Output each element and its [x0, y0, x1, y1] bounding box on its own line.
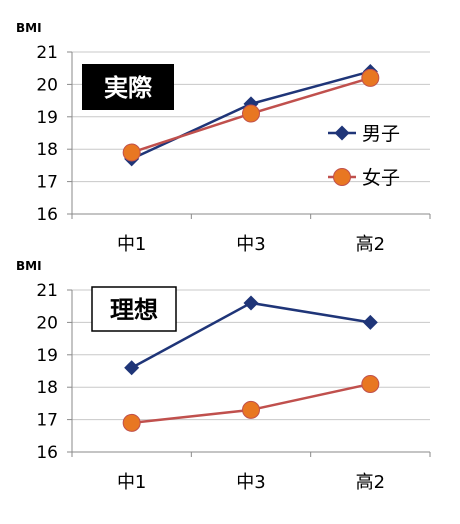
y-tick-label: 19: [36, 108, 58, 128]
legend-marker: [334, 125, 350, 141]
panel-title-box: 実際: [82, 64, 174, 110]
data-point: [124, 360, 140, 376]
legend-label: 男子: [362, 123, 400, 145]
y-tick-label: 21: [36, 281, 58, 301]
y-tick-label: 18: [36, 140, 58, 160]
legend-entry: 男子: [328, 123, 400, 145]
data-point: [122, 143, 141, 162]
chart-panel-2: 16 17 18 19 20 21 BMI 中1 中3 高2 理想: [16, 259, 431, 493]
y-tick-label: 17: [36, 411, 58, 431]
y-axis-label: BMI: [16, 21, 42, 35]
x-tick-label: 中3: [236, 472, 265, 493]
data-point: [362, 314, 378, 330]
series-boys: [124, 295, 378, 376]
x-tick-label: 中3: [236, 234, 265, 255]
data-point: [361, 374, 380, 393]
title-background: [91, 286, 177, 332]
data-point: [242, 104, 260, 123]
series-girls: [122, 68, 380, 162]
chart-title: 理想: [110, 296, 158, 324]
data-point: [122, 413, 141, 432]
x-tick-label: 中1: [117, 234, 146, 255]
legend-label: 女子: [362, 167, 400, 189]
series-girls: [122, 374, 380, 432]
y-tick-label: 17: [36, 173, 58, 193]
y-tick-label: 18: [36, 378, 58, 398]
x-tick-label: 中1: [117, 472, 146, 493]
y-tick-label: 16: [36, 205, 58, 225]
y-tick-label: 20: [36, 75, 58, 95]
data-point: [243, 295, 259, 311]
y-tick-label: 21: [36, 43, 58, 63]
title-background: [82, 64, 174, 110]
y-tick-label: 20: [36, 313, 58, 333]
panel-title-box: 理想: [91, 286, 177, 332]
data-point: [361, 68, 380, 87]
legend-marker: [333, 168, 351, 186]
data-point: [242, 400, 260, 419]
x-tick-label: 高2: [356, 472, 385, 493]
y-tick-label: 16: [36, 443, 58, 463]
y-tick-label: 19: [36, 346, 58, 366]
y-axis-label: BMI: [16, 259, 42, 273]
legend-entry: 女子: [328, 167, 400, 189]
chart-title: 実際: [104, 74, 152, 102]
x-tick-label: 高2: [356, 234, 385, 255]
